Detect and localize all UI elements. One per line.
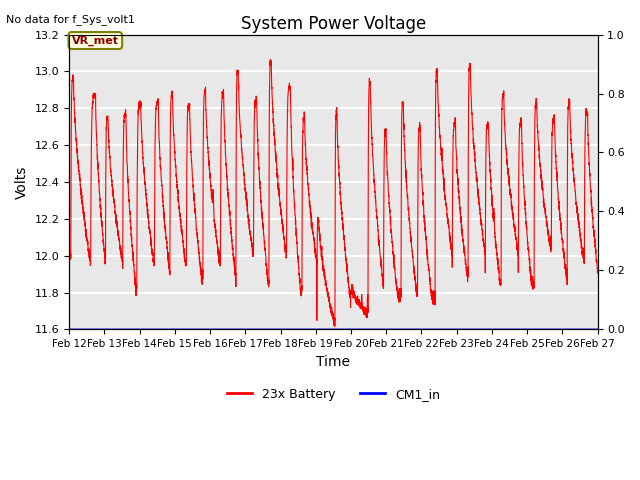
X-axis label: Time: Time xyxy=(316,355,350,369)
Text: No data for f_Sys_volt1: No data for f_Sys_volt1 xyxy=(6,14,135,25)
Title: System Power Voltage: System Power Voltage xyxy=(241,15,426,33)
Y-axis label: Volts: Volts xyxy=(15,165,29,199)
Text: VR_met: VR_met xyxy=(72,36,119,46)
Legend: 23x Battery, CM1_in: 23x Battery, CM1_in xyxy=(221,383,445,406)
